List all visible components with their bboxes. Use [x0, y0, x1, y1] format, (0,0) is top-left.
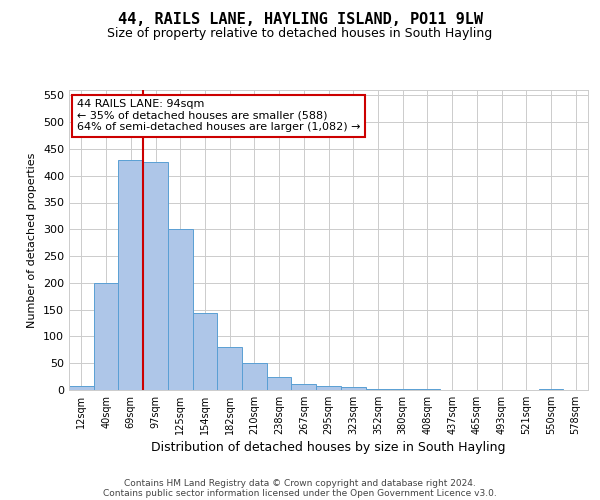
- Bar: [168, 230, 193, 390]
- Text: Contains public sector information licensed under the Open Government Licence v3: Contains public sector information licen…: [103, 488, 497, 498]
- Bar: [316, 386, 341, 390]
- Bar: [69, 386, 94, 390]
- Bar: [94, 283, 118, 390]
- X-axis label: Distribution of detached houses by size in South Hayling: Distribution of detached houses by size …: [151, 441, 506, 454]
- Bar: [341, 387, 365, 390]
- Bar: [143, 162, 168, 390]
- Text: Contains HM Land Registry data © Crown copyright and database right 2024.: Contains HM Land Registry data © Crown c…: [124, 478, 476, 488]
- Bar: [217, 347, 242, 390]
- Bar: [292, 384, 316, 390]
- Bar: [267, 377, 292, 390]
- Bar: [365, 389, 390, 390]
- Bar: [539, 389, 563, 390]
- Bar: [242, 363, 267, 390]
- Bar: [118, 160, 143, 390]
- Text: 44, RAILS LANE, HAYLING ISLAND, PO11 9LW: 44, RAILS LANE, HAYLING ISLAND, PO11 9LW: [118, 12, 482, 28]
- Text: 44 RAILS LANE: 94sqm
← 35% of detached houses are smaller (588)
64% of semi-deta: 44 RAILS LANE: 94sqm ← 35% of detached h…: [77, 99, 360, 132]
- Y-axis label: Number of detached properties: Number of detached properties: [28, 152, 37, 328]
- Bar: [193, 314, 217, 390]
- Text: Size of property relative to detached houses in South Hayling: Size of property relative to detached ho…: [107, 28, 493, 40]
